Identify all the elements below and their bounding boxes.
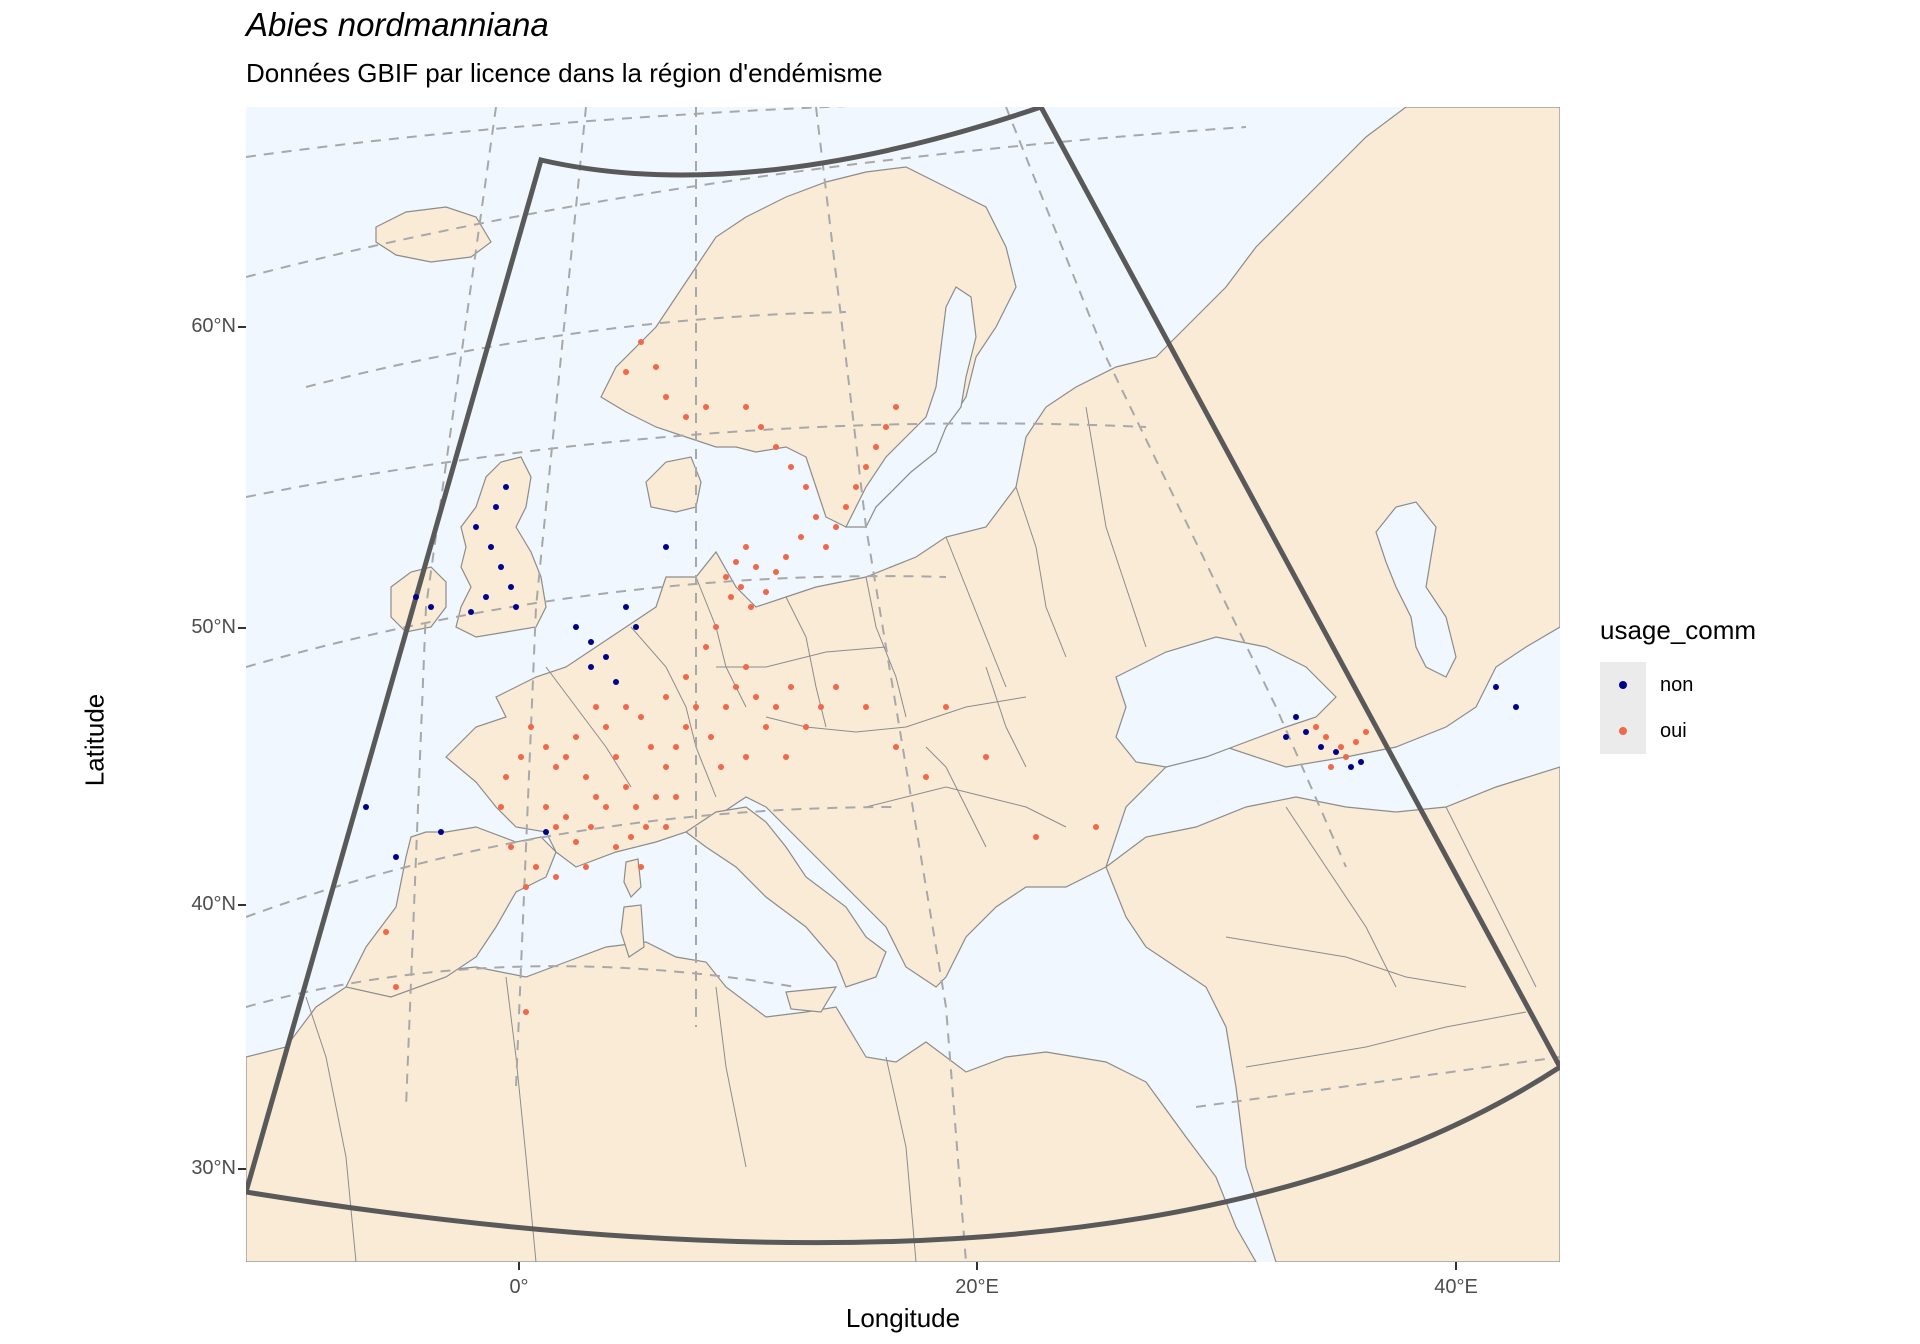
map-title: Abies nordmanniana	[246, 6, 549, 43]
legend-title: usage_comm	[1600, 615, 1757, 645]
landmass-ireland	[390, 566, 447, 633]
landmass-great-britain	[455, 456, 547, 638]
legend-key-oui	[1600, 708, 1646, 754]
y-tick-label-50n: 50°N	[191, 616, 236, 638]
x-tick-label-20e: 20°E	[955, 1276, 999, 1298]
y-tick-30n	[238, 1168, 246, 1170]
map-panel	[246, 107, 1560, 1262]
x-tick-20e	[976, 1262, 978, 1270]
landmass-corsica	[623, 858, 642, 899]
legend-label-non: non	[1660, 673, 1694, 696]
inland-seas	[845, 286, 1457, 768]
landmass-anatolia	[1105, 766, 1560, 1262]
x-tick-label-0: 0°	[509, 1276, 529, 1298]
y-tick-50n	[238, 627, 246, 629]
y-tick-label-60n: 60°N	[191, 315, 236, 337]
occurrence-points-non	[363, 484, 1519, 860]
map-subtitle: Données GBIF par licence dans la région …	[246, 58, 883, 88]
landmass-denmark	[645, 456, 702, 513]
y-tick-label-40n: 40°N	[191, 893, 236, 915]
landmass-sicily	[785, 986, 838, 1013]
x-tick-40e	[1455, 1262, 1457, 1270]
baltic-sea	[845, 286, 977, 528]
landmass-sardinia	[620, 904, 645, 958]
black-sea	[1115, 636, 1337, 768]
legend: usage_comm non oui	[1600, 615, 1756, 754]
map-canvas	[246, 107, 1560, 1262]
landmass-italy	[684, 806, 887, 988]
caspian-sea	[1375, 501, 1457, 678]
legend-item-non: non	[1600, 662, 1756, 708]
occurrence-points-oui	[383, 339, 1369, 1015]
y-tick-60n	[238, 326, 246, 328]
landmass-iceland	[375, 206, 492, 263]
legend-dot-non	[1619, 681, 1627, 689]
legend-item-oui: oui	[1600, 708, 1756, 754]
landmass-europe	[445, 107, 1560, 988]
legend-key-non	[1600, 662, 1646, 708]
y-tick-label-30n: 30°N	[191, 1157, 236, 1179]
legend-label-oui: oui	[1660, 719, 1687, 742]
y-tick-40n	[238, 904, 246, 906]
x-tick-0	[518, 1262, 520, 1270]
endemism-region-outline	[246, 107, 1560, 1246]
x-axis-title: Longitude	[845, 1303, 961, 1333]
legend-dot-oui	[1619, 727, 1627, 735]
x-tick-label-40e: 40°E	[1434, 1276, 1478, 1298]
y-axis-title: Latitude	[79, 693, 110, 787]
